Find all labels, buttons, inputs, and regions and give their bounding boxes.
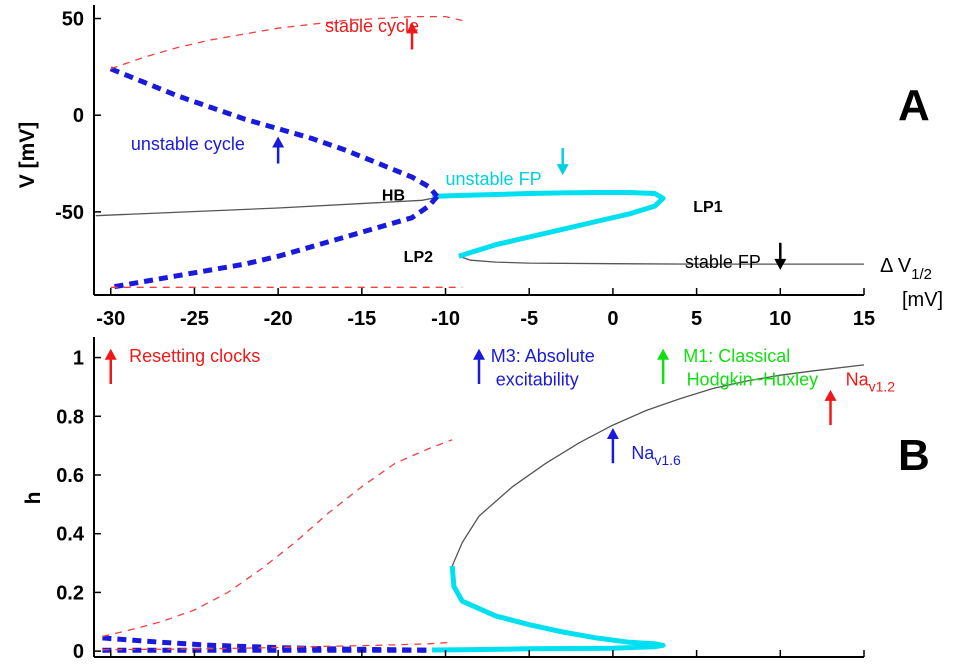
panel-a-y-label: V [mV] xyxy=(16,122,39,189)
x-tick-label: -20 xyxy=(264,308,293,330)
arrow-head xyxy=(824,389,837,401)
annotation-label: stable FP xyxy=(685,252,761,272)
point-label-hb: HB xyxy=(382,187,405,204)
panel-a-x-ticks: -30 -25 -20 -15 -10 -5 0 5 10 15 xyxy=(96,288,875,330)
x-tick-label: -10 xyxy=(431,308,460,330)
arrow-head xyxy=(657,348,670,360)
series-stable-cycle-5 xyxy=(102,641,453,651)
y-tick-label: 0 xyxy=(73,641,84,663)
panel-a-curves xyxy=(95,15,864,290)
point-label-lp2: LP2 xyxy=(404,249,433,266)
annotation-text: Resetting clocks xyxy=(129,346,260,366)
panel-b-annotations: Resetting clocks M3: Absolute excitability… xyxy=(104,346,896,468)
y-tick-label: 0 xyxy=(73,105,84,127)
arrow-head xyxy=(606,428,619,440)
annotation-label: Resetting clocks xyxy=(129,346,260,366)
x-tick-label: -25 xyxy=(180,308,209,330)
y-tick-label: 0.6 xyxy=(56,465,84,487)
series-unstable-cycle-3 xyxy=(109,66,440,199)
panel-b-letter: B xyxy=(898,431,930,480)
panel-b-x-ticks xyxy=(109,650,865,657)
panel-b-curves xyxy=(102,364,864,653)
y-tick-label: 0.2 xyxy=(56,582,84,604)
annotation-label: Nav1.2 xyxy=(846,369,896,394)
y-tick-label: -50 xyxy=(55,202,84,224)
arrow-head xyxy=(272,136,285,148)
annotation-text: stable FP xyxy=(685,252,761,272)
annotation-label: M3: Absolute xyxy=(491,346,595,366)
x-tick-label: 5 xyxy=(691,308,702,330)
y-tick-label: 1 xyxy=(73,348,84,370)
annotation-text: M3: Absolute xyxy=(491,346,595,366)
arrow-head xyxy=(104,348,117,360)
series-unstable-fixed-point-1 xyxy=(432,565,666,653)
arrow-head xyxy=(406,22,419,34)
x-tick-label: 0 xyxy=(607,308,618,330)
y-tick-label: 50 xyxy=(62,9,84,31)
annotation-label: stable cycle xyxy=(325,16,419,36)
x-tick-label: -15 xyxy=(347,308,376,330)
panel-a: -30 -25 -20 -15 -10 -5 0 5 10 15 500-50 HBLP1LP2s… xyxy=(16,5,943,330)
x-tick-label: -5 xyxy=(520,308,538,330)
x-tick-label: 10 xyxy=(769,308,791,330)
series-stable-fixed-point-1 xyxy=(458,255,864,265)
series-unstable-fixed-point-2 xyxy=(432,190,666,259)
annotation-text: excitability xyxy=(496,369,579,389)
y-tick-label: 0.8 xyxy=(56,406,84,428)
annotation-label: unstable cycle xyxy=(131,134,245,154)
annotation-label: Hodgkin−Huxley xyxy=(687,369,819,389)
panel-a-annotations: HB LP1 LP2 stable cycle unstable cycle unstab… xyxy=(131,16,787,272)
arrow-head xyxy=(774,258,787,270)
panel-a-letter: A xyxy=(898,81,930,130)
x-tick-label: -30 xyxy=(96,308,125,330)
series-stable-cycle-4 xyxy=(102,439,453,638)
series-stable-cycle-5 xyxy=(110,15,463,70)
annotation-text: Na xyxy=(846,369,870,389)
panel-b-y-ticks: 0 0.2 0.4 0.6 0.8 1 xyxy=(56,348,101,663)
x-label-delta: Δ V xyxy=(880,255,912,277)
panel-b-y-label: h xyxy=(22,492,45,505)
series-unstable-cycle-4 xyxy=(110,194,440,290)
annotation-text: M1: Classical xyxy=(683,346,790,366)
annotation-label: M1: Classical xyxy=(683,346,790,366)
panel-a-y-ticks: 50 0 -50 xyxy=(55,9,101,224)
annotation-text: Na xyxy=(631,443,655,463)
annotation-text: Hodgkin−Huxley xyxy=(687,369,819,389)
x-tick-label: 15 xyxy=(853,308,875,330)
arrow-head xyxy=(473,348,485,360)
y-tick-label: 0.4 xyxy=(56,524,85,546)
annotation-subscript: v1.6 xyxy=(654,452,681,468)
panel-a-x-unit: [mV] xyxy=(902,289,943,311)
annotation-label: unstable FP xyxy=(446,169,542,189)
annotation-text: unstable cycle xyxy=(131,134,245,154)
annotation-label: excitability xyxy=(496,369,579,389)
point-label-lp1: LP1 xyxy=(693,199,722,216)
annotation-text: stable cycle xyxy=(325,16,419,36)
series-stable-fixed-point-0 xyxy=(451,364,864,567)
panel-a-x-label: Δ V1/2 xyxy=(880,255,932,283)
annotation-subscript: v1.2 xyxy=(869,378,896,394)
x-label-subscript: 1/2 xyxy=(911,266,932,283)
arrow-head xyxy=(556,164,569,176)
panel-b: 0 0.2 0.4 0.6 0.8 1 Resetting clocks M3: Absol… xyxy=(22,337,930,663)
annotation-label: Nav1.6 xyxy=(631,443,681,468)
annotation-text: unstable FP xyxy=(446,169,542,189)
